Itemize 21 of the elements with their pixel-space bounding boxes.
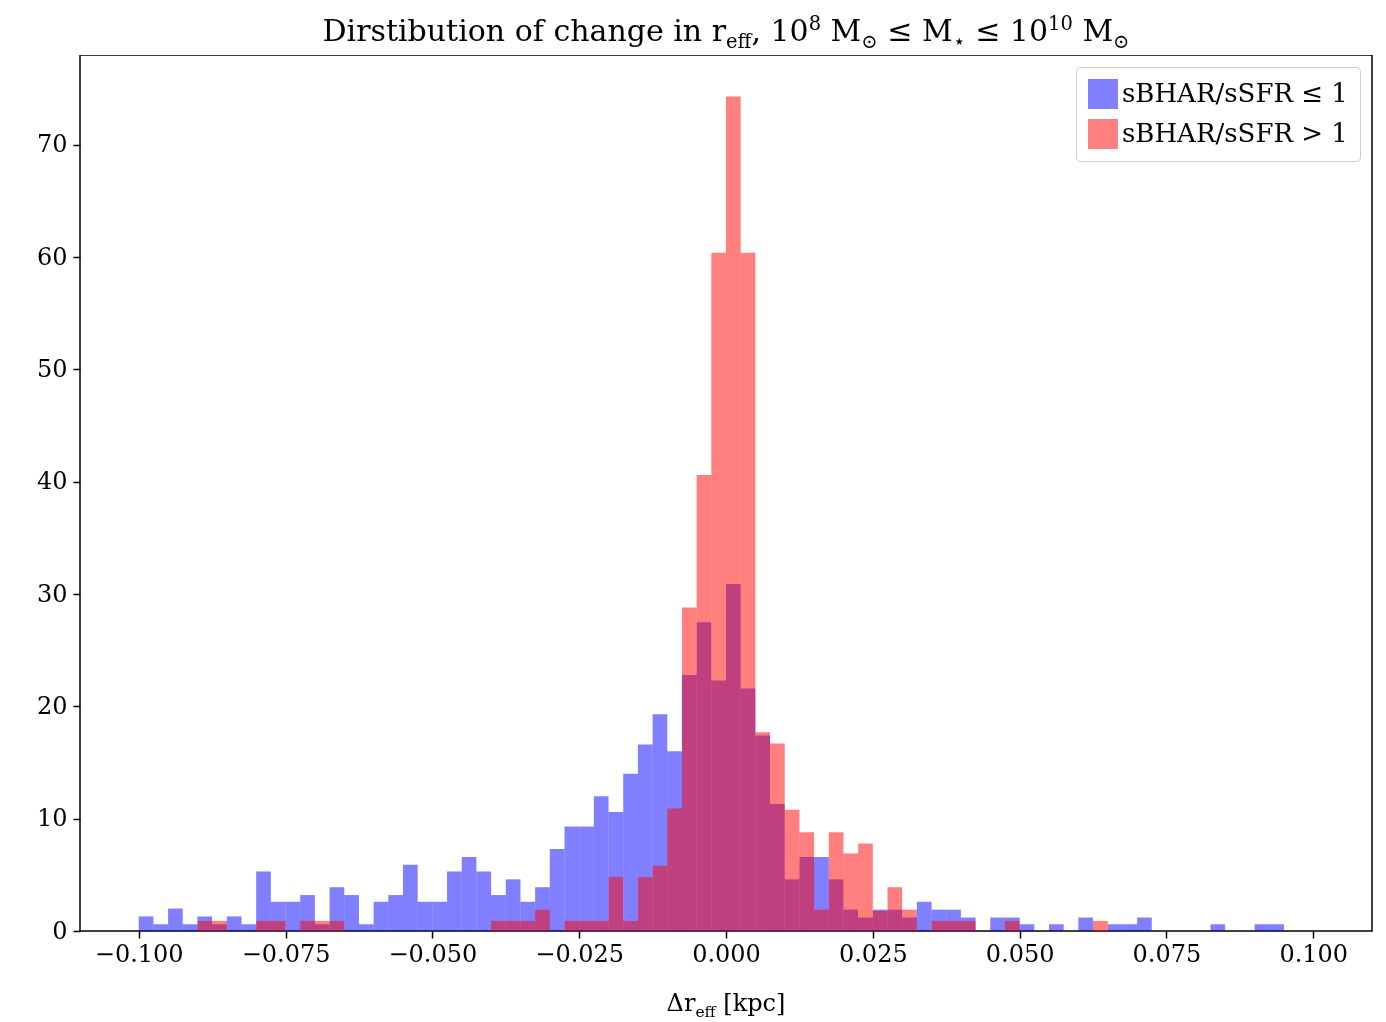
x-tick-label: 0.025 — [838, 939, 908, 968]
y-tick-label: 0 — [52, 916, 68, 945]
y-tick-label: 20 — [36, 691, 68, 720]
legend-label: sBHAR/sSFR > 1 — [1122, 118, 1348, 148]
chart-title: Dirstibution of change in r$_{eff}$, 10$^{8}$ M$_{⊙}$ ≤ M$_{⋆}$ ≤ 10$^{10}$ M$_{⊙}$ — [322, 12, 1130, 53]
legend-label: sBHAR/sSFR ≤ 1 — [1122, 78, 1348, 108]
x-tick-label: −0.075 — [241, 939, 331, 968]
x-tick-label: −0.025 — [535, 939, 625, 968]
x-tick-label: −0.050 — [388, 939, 478, 968]
x-tick-label: 0.100 — [1279, 939, 1349, 968]
y-tick-label: 10 — [36, 804, 68, 833]
x-axis-title: Δr$_{eff}$ [kpc] — [665, 988, 787, 1022]
y-tick-label: 70 — [36, 130, 68, 159]
x-tick-label: −0.100 — [94, 939, 184, 968]
x-tick-label: 0.000 — [692, 939, 761, 968]
x-tick-label: 0.050 — [985, 939, 1055, 968]
x-tick-label: 0.075 — [1132, 939, 1202, 968]
y-tick-label: 60 — [36, 242, 68, 271]
y-tick-label: 40 — [36, 467, 68, 496]
y-tick-label: 30 — [36, 579, 68, 608]
y-tick-label: 50 — [36, 354, 68, 383]
